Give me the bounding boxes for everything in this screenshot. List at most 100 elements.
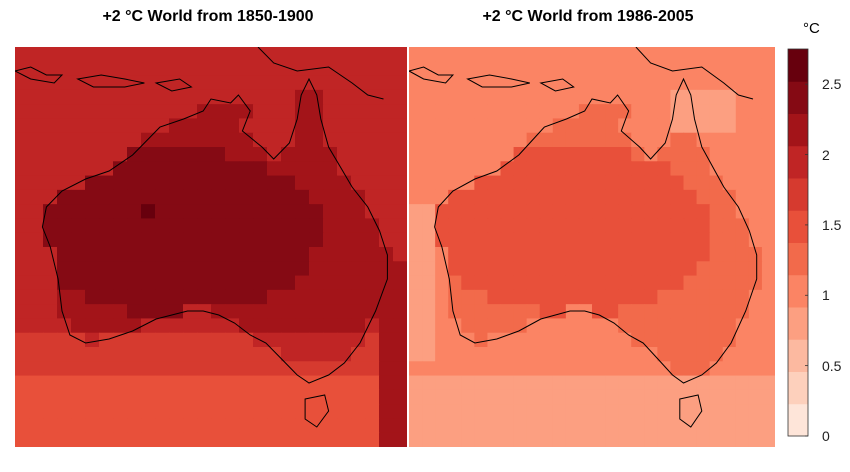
grid-cell [422, 75, 436, 91]
grid-cell [113, 61, 128, 77]
grid-cell [565, 204, 580, 220]
grid-cell [211, 275, 226, 291]
grid-cell [253, 261, 268, 277]
grid-cell [474, 418, 489, 434]
colorbar-swatch [788, 403, 808, 437]
grid-cell [448, 47, 462, 62]
grid-cell [578, 61, 593, 77]
grid-cell [155, 289, 170, 305]
grid-cell [211, 361, 226, 377]
grid-cell [225, 332, 240, 348]
grid-cell [618, 347, 632, 362]
grid-cell [15, 161, 30, 177]
grid-cell [565, 304, 580, 320]
grid-cell [57, 375, 72, 391]
grid-cell [57, 389, 72, 405]
grid-cell [281, 204, 296, 220]
grid-cell [422, 404, 436, 420]
grid-cell [141, 75, 156, 91]
grid-cell [57, 275, 72, 291]
grid-cell [225, 175, 240, 191]
grid-cell [500, 361, 515, 377]
grid-cell [225, 375, 240, 391]
grid-cell [539, 147, 554, 162]
grid-cell [513, 147, 528, 162]
grid-cell [761, 47, 775, 62]
grid-cell [267, 89, 282, 105]
grid-cell [57, 418, 72, 434]
grid-cell [113, 232, 128, 248]
grid-cell [565, 418, 580, 434]
grid-cell [526, 161, 541, 177]
grid-cell [644, 147, 658, 162]
grid-cell [169, 175, 184, 191]
grid-cell [239, 104, 254, 120]
grid-cell [183, 332, 198, 348]
grid-cell [393, 161, 407, 177]
grid-cell [552, 289, 567, 305]
grid-cell [197, 347, 212, 362]
grid-cell [500, 318, 515, 334]
grid-cell [683, 189, 698, 205]
grid-cell [722, 261, 737, 277]
grid-cell [735, 118, 750, 134]
grid-cell [211, 61, 226, 77]
grid-cell [487, 404, 502, 420]
grid-cell [253, 418, 268, 434]
grid-cell [722, 147, 737, 162]
grid-cell [435, 361, 449, 377]
grid-cell [409, 418, 423, 434]
island-coastline [409, 66, 455, 84]
grid-cell [15, 332, 30, 348]
grid-cell [295, 418, 310, 434]
grid-cell [15, 261, 30, 277]
grid-cell [748, 404, 763, 420]
grid-cell [323, 289, 338, 305]
grid-cell [393, 275, 407, 291]
grid-cell [141, 418, 156, 434]
grid-cell [722, 89, 737, 105]
grid-cell [618, 75, 632, 91]
grid-cell [141, 204, 156, 220]
grid-cell [85, 361, 100, 377]
grid-cell [15, 247, 30, 262]
grid-cell [552, 375, 567, 391]
grid-cell [253, 304, 268, 320]
grid-cell [351, 275, 366, 291]
grid-cell [71, 75, 86, 91]
grid-cell [113, 361, 128, 377]
grid-cell [393, 189, 407, 205]
grid-cell [351, 389, 366, 405]
grid-cell [127, 204, 142, 220]
grid-cell [57, 175, 72, 191]
grid-cell [605, 147, 619, 162]
grid-cell [683, 261, 698, 277]
grid-cell [169, 432, 184, 447]
grid-cell [239, 332, 254, 348]
colorbar-swatch [788, 210, 808, 243]
grid-cell [295, 75, 310, 91]
grid-cell [365, 118, 380, 134]
grid-cell [657, 204, 672, 220]
grid-cell [211, 89, 226, 105]
grid-cell [539, 275, 554, 291]
grid-cell [565, 275, 580, 291]
grid-cell [474, 161, 489, 177]
grid-cell [351, 204, 366, 220]
grid-cell [722, 418, 737, 434]
grid-cell [487, 332, 502, 348]
grid-cell [592, 375, 606, 391]
grid-cell [683, 89, 698, 105]
grid-cell [474, 304, 489, 320]
grid-cell [657, 175, 672, 191]
grid-cell [29, 204, 44, 220]
grid-cell [526, 47, 541, 62]
grid-cell [351, 118, 366, 134]
grid-cell [513, 347, 528, 362]
grid-cell [696, 232, 711, 248]
grid-cell [748, 147, 763, 162]
grid-cell [169, 47, 184, 62]
grid-cell [735, 261, 750, 277]
grid-cell [253, 204, 268, 220]
grid-cell [761, 61, 775, 77]
